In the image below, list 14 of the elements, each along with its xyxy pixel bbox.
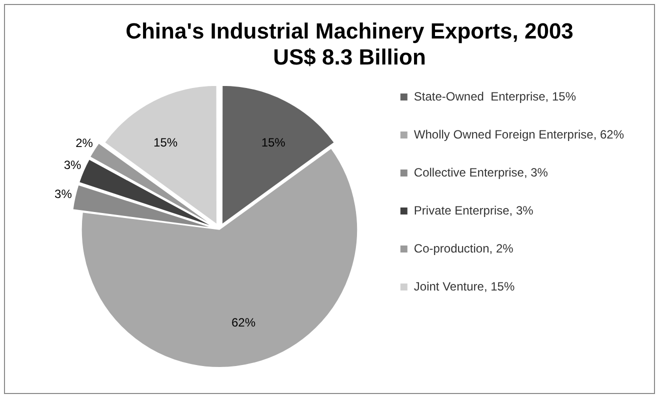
data-label: 2% [76,136,94,150]
legend-label: Co-production, 2% [414,241,514,256]
legend-label: Joint Venture, 15% [414,279,515,294]
legend-label: Collective Enterprise, 3% [414,165,548,180]
data-label: 15% [261,136,286,150]
data-label: 62% [231,315,256,330]
data-label: 3% [54,186,72,201]
legend-label: State-Owned Enterprise, 15% [414,89,576,104]
chart-subtitle: US$ 8.3 Billion [273,44,426,70]
data-label: 15% [154,136,178,150]
legend-label: Wholly Owned Foreign Enterprise, 62% [414,127,624,142]
data-label: 3% [64,158,82,172]
legend-label: Private Enterprise, 3% [414,203,534,218]
chart-title: China's Industrial Machinery Exports, 2003 [126,18,574,44]
